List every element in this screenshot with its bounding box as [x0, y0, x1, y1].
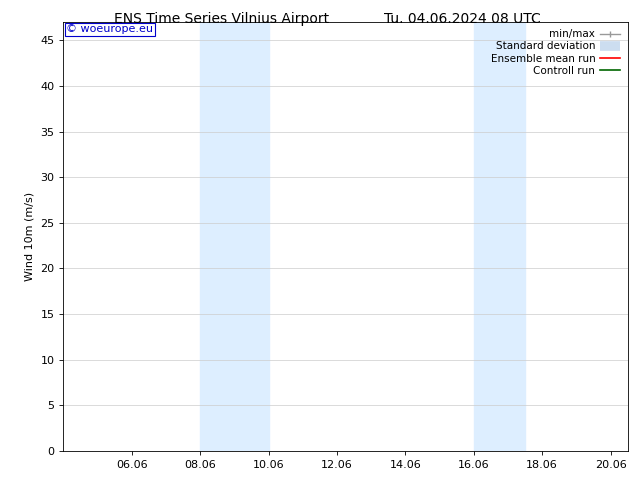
Y-axis label: Wind 10m (m/s): Wind 10m (m/s): [25, 192, 35, 281]
Bar: [474, 22, 525, 451]
Bar: [200, 22, 269, 451]
Text: Tu. 04.06.2024 08 UTC: Tu. 04.06.2024 08 UTC: [384, 12, 541, 26]
Text: © woeurope.eu: © woeurope.eu: [66, 24, 153, 34]
Text: ENS Time Series Vilnius Airport: ENS Time Series Vilnius Airport: [114, 12, 330, 26]
Legend: min/max, Standard deviation, Ensemble mean run, Controll run: min/max, Standard deviation, Ensemble me…: [489, 27, 623, 78]
